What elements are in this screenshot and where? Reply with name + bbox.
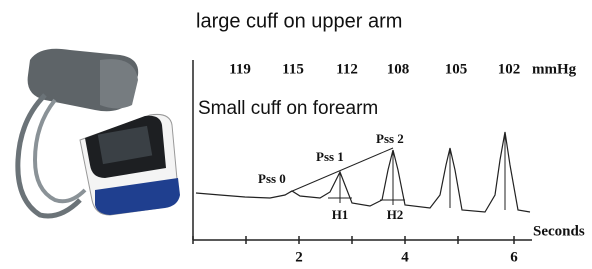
x-tick-label: 6 (510, 249, 518, 265)
x-axis-label: Seconds (533, 223, 585, 239)
figure: large cuff on upper arm Small cuff on fo… (0, 0, 592, 269)
pressure-label: 102 (498, 61, 521, 77)
annotation: Pss 0 (258, 171, 286, 186)
annotation: Pss 2 (376, 131, 404, 146)
bottom-title: Small cuff on forearm (198, 98, 378, 119)
annotation: H1 (332, 207, 349, 222)
pressure-labels: 119 115 112 108 105 102 mmHg (229, 61, 577, 77)
pressure-label: 108 (387, 61, 410, 77)
top-title: large cuff on upper arm (196, 10, 402, 32)
pressure-label: 119 (229, 61, 251, 77)
waveform (196, 132, 530, 212)
pressure-label: 105 (445, 61, 468, 77)
x-tick-label: 4 (401, 249, 409, 265)
annotation: Pss 1 (316, 149, 344, 164)
device-photo (0, 0, 185, 269)
annotation: H2 (387, 207, 404, 222)
pressure-unit: mmHg (532, 61, 577, 77)
x-tick-label: 2 (295, 249, 303, 265)
pressure-label: 115 (282, 61, 304, 77)
pressure-label: 112 (336, 61, 358, 77)
